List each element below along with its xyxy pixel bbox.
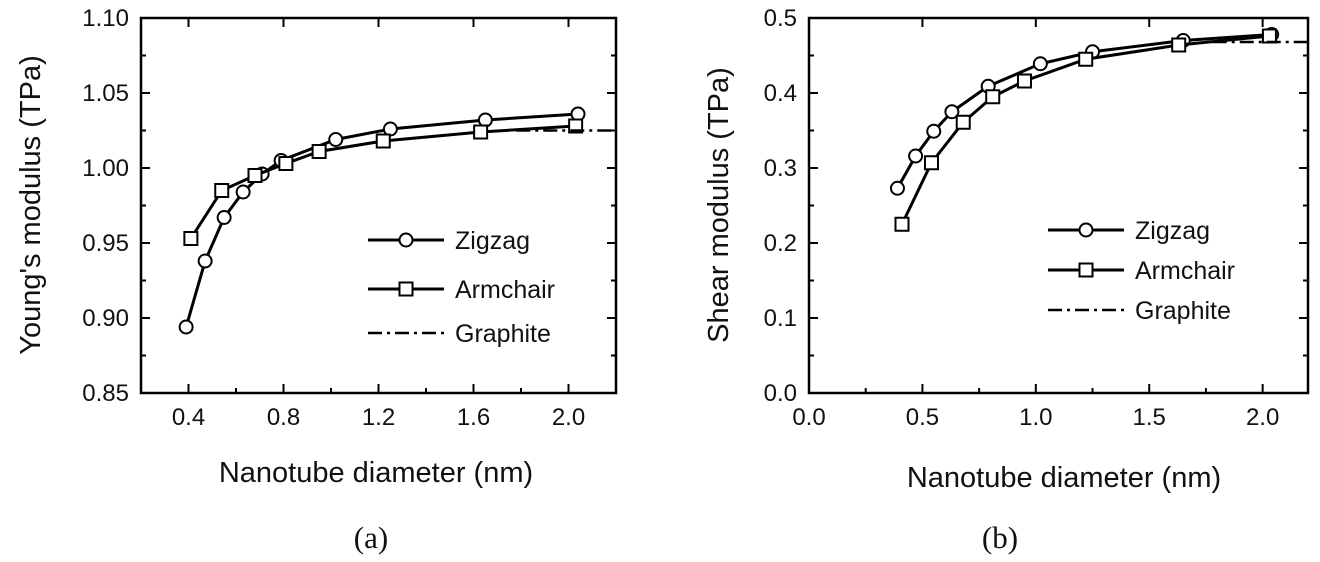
panel-a-series-armchair-point bbox=[214, 183, 230, 198]
panel-b-legend-armchair: Armchair bbox=[1048, 257, 1235, 285]
panel-a-y-tick-label: 0.85 bbox=[82, 380, 129, 407]
panel-b-series-zigzag-point bbox=[908, 148, 924, 164]
panel-a-series-armchair-point bbox=[278, 156, 294, 171]
panel-b-y-tick-label: 0.2 bbox=[764, 230, 797, 257]
panel-a-series-zigzag-line bbox=[184, 112, 579, 328]
panel-b-series-armchair-point bbox=[985, 89, 1001, 105]
panel-b-series-armchair-point bbox=[923, 155, 939, 171]
panel-a-legend-marker bbox=[398, 232, 414, 248]
panel-b-y-tick-label: 0.4 bbox=[764, 80, 797, 107]
panel-b-x-tick-label: 1.0 bbox=[1019, 404, 1052, 431]
panel-b-legend-label: Zigzag bbox=[1135, 217, 1210, 245]
panel-a-series-zigzag-point bbox=[328, 132, 344, 147]
panel-a-series-armchair-point bbox=[311, 144, 327, 159]
panel-a-y-axis-title: Young's modulus (TPa) bbox=[15, 55, 47, 354]
panel-b-y-tick-label: 0.3 bbox=[764, 155, 797, 182]
panel-b-series-armchair-point bbox=[955, 114, 971, 130]
panel-b-series-armchair-point bbox=[1171, 37, 1187, 53]
panel-b-series-armchair-point bbox=[1078, 51, 1094, 67]
panel-b-x-axis-title: Nanotube diameter (nm) bbox=[907, 462, 1221, 494]
panel-b-y-tick-label: 0.1 bbox=[764, 305, 797, 332]
panel-a-legend-zigzag: Zigzag bbox=[368, 227, 530, 255]
panel-b-series-armchair-point bbox=[1261, 28, 1277, 44]
panel-b-series-zigzag-point bbox=[889, 180, 905, 196]
panel-b-legend-label: Graphite bbox=[1135, 297, 1231, 325]
panel-a-series-armchair-point bbox=[183, 231, 199, 246]
panel-a-series-armchair bbox=[183, 118, 584, 246]
panel-a-legend-label: Zigzag bbox=[455, 227, 530, 255]
panel-b-x-tick-label: 1.5 bbox=[1133, 404, 1166, 431]
panel-a-series-armchair-point bbox=[247, 168, 263, 183]
panel-a-x-tick-label: 1.6 bbox=[457, 404, 490, 431]
panel-a-legend-marker bbox=[398, 281, 414, 297]
panel-a-series-zigzag-point bbox=[235, 184, 251, 200]
panel-b-legend-label: Armchair bbox=[1135, 257, 1235, 285]
panel-a-caption: (a) bbox=[354, 520, 388, 555]
panel-a-series-armchair-point bbox=[375, 133, 391, 149]
panel-b-y-tick-label: 0.0 bbox=[764, 380, 797, 407]
panel-a-series-armchair-point bbox=[473, 124, 489, 140]
panel-a-x-tick-label: 0.8 bbox=[267, 404, 300, 431]
panel-b-x-tick-label: 0.5 bbox=[906, 404, 939, 431]
panel-b-series-zigzag-point bbox=[944, 104, 960, 120]
panel-a-legend-armchair: Armchair bbox=[368, 276, 555, 304]
panel-a-legend-graphite: Graphite bbox=[368, 320, 551, 348]
panel-a-chart: 0.4 0.8 1.2 1.6 2.0 0.85 0.90 0.95 1.00 1.05 1.10 N… bbox=[15, 5, 618, 555]
panel-b-y-tick-label: 0.5 bbox=[764, 5, 797, 32]
panel-b-series-armchair-point bbox=[1016, 73, 1032, 89]
panel-a-y-tick-label: 1.10 bbox=[82, 5, 129, 32]
panel-a-x-tick-label: 1.2 bbox=[362, 404, 395, 431]
panel-a-legend-label: Armchair bbox=[455, 276, 555, 304]
panel-b-legend-graphite: Graphite bbox=[1048, 297, 1231, 325]
panel-b-x-tick-label: 2.0 bbox=[1246, 404, 1279, 431]
panel-a-x-tick-label: 0.4 bbox=[172, 404, 205, 431]
panel-b-x-tick-label: 0.0 bbox=[792, 404, 825, 431]
panel-b-series-zigzag-point bbox=[926, 123, 942, 139]
panel-b-series-armchair-point bbox=[894, 216, 910, 232]
panel-b-chart: 0.0 0.5 1.0 1.5 2.0 0.0 0.1 0.2 0.3 0.4 0.5 Nanotub… bbox=[703, 5, 1310, 555]
panel-a-y-tick-label: 1.00 bbox=[82, 155, 129, 182]
panel-a-x-axis-title: Nanotube diameter (nm) bbox=[219, 457, 533, 489]
panel-a-y-tick-label: 0.90 bbox=[82, 305, 129, 332]
panel-a-y-tick-label: 1.05 bbox=[82, 80, 129, 107]
panel-b-y-axis-title: Shear modulus (TPa) bbox=[703, 67, 735, 343]
panel-b-series-armchair bbox=[894, 28, 1277, 232]
panel-b-plot-frame bbox=[807, 16, 1310, 395]
panel-b-series-zigzag-point bbox=[1032, 56, 1048, 72]
panel-a-x-tick-label: 2.0 bbox=[552, 404, 585, 431]
panel-b-caption: (b) bbox=[982, 520, 1018, 555]
panel-b-legend-marker bbox=[1078, 222, 1094, 238]
panel-a-legend-label: Graphite bbox=[455, 320, 551, 348]
panel-a-series-zigzag-point bbox=[197, 253, 213, 269]
panel-a-series-zigzag-point bbox=[216, 210, 232, 225]
panel-b-legend-zigzag: Zigzag bbox=[1048, 217, 1210, 245]
panel-a-y-tick-label: 0.95 bbox=[82, 230, 129, 257]
panel-a-series-zigzag-point bbox=[178, 319, 194, 335]
panel-b-legend-marker bbox=[1078, 262, 1094, 278]
panel-a-series-armchair-point bbox=[568, 118, 584, 134]
